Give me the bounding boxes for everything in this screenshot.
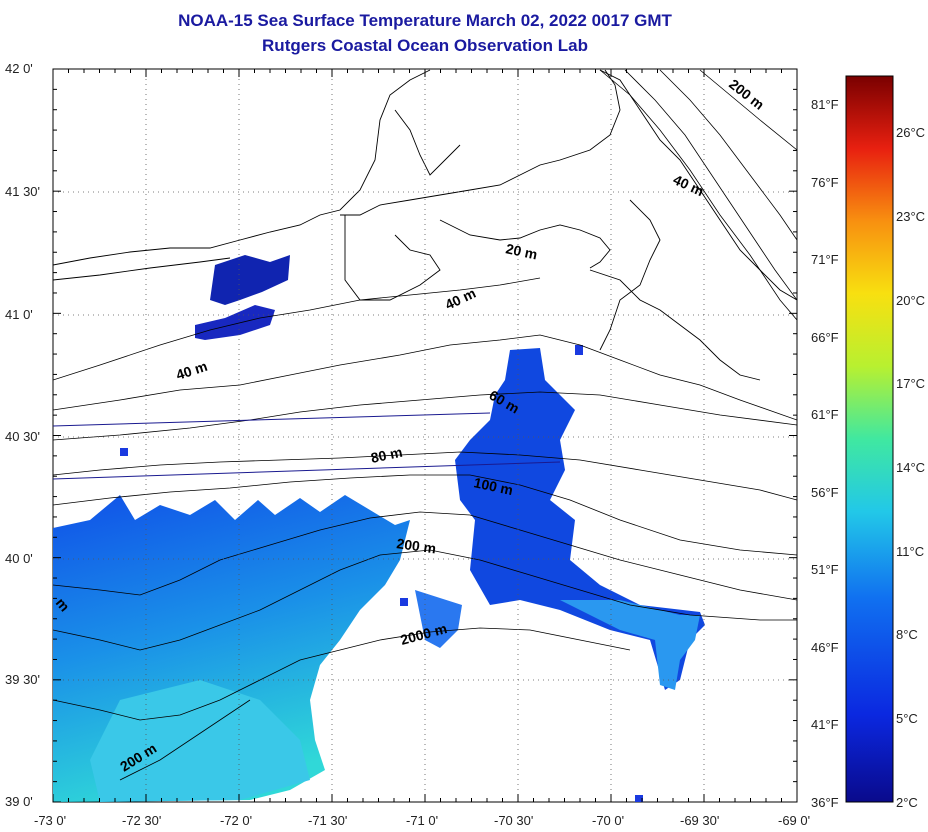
coastline	[53, 69, 797, 381]
lat-label: 41 30'	[5, 184, 41, 199]
lon-label: -72 30'	[122, 813, 162, 828]
lon-label: -71 0'	[406, 813, 439, 828]
depth-label: 200 m	[396, 535, 438, 556]
lat-label: 40 0'	[5, 551, 33, 566]
fahrenheit-label: 46°F	[811, 640, 839, 655]
celsius-label: 20°C	[896, 293, 926, 308]
sst-patch-nearshore-2	[195, 305, 275, 340]
satellite-track-lines	[53, 412, 561, 480]
sst-patch-east-tail	[560, 600, 700, 690]
lon-label: -69 30'	[680, 813, 720, 828]
lon-label: -72 0'	[220, 813, 253, 828]
sst-patch-south	[90, 680, 310, 802]
graticule	[53, 69, 797, 802]
lat-label: 41 0'	[5, 307, 33, 322]
fahrenheit-label: 41°F	[811, 717, 839, 732]
map-title: NOAA-15 Sea Surface Temperature March 02…	[178, 11, 672, 30]
lat-label: 40 30'	[5, 429, 41, 444]
sst-patch-small	[415, 590, 462, 648]
lon-label: -73 0'	[34, 813, 67, 828]
map-subtitle: Rutgers Coastal Ocean Observation Lab	[262, 36, 588, 55]
fahrenheit-label: 51°F	[811, 562, 839, 577]
lat-label: 39 30'	[5, 672, 41, 687]
sst-speck	[120, 448, 128, 456]
fahrenheit-label: 61°F	[811, 407, 839, 422]
depth-label: 20 m	[504, 240, 539, 262]
fahrenheit-label: 36°F	[811, 795, 839, 810]
celsius-label: 14°C	[896, 460, 926, 475]
colorbar	[845, 75, 894, 803]
fahrenheit-label: 56°F	[811, 485, 839, 500]
celsius-label: 5°C	[896, 711, 918, 726]
sst-speck	[400, 598, 408, 606]
sst-patch-central-east	[455, 348, 705, 690]
celsius-label: 8°C	[896, 627, 918, 642]
celsius-label: 17°C	[896, 376, 926, 391]
sst-speck	[575, 345, 583, 355]
lat-label: 39 0'	[5, 794, 33, 809]
celsius-label: 2°C	[896, 795, 918, 810]
fahrenheit-label: 66°F	[811, 330, 839, 345]
sst-data-layer	[53, 255, 705, 802]
celsius-label: 11°C	[896, 544, 925, 559]
celsius-label: 26°C	[896, 125, 926, 140]
lon-label: -70 0'	[592, 813, 625, 828]
lon-label: -71 30'	[308, 813, 348, 828]
depth-label: 80 m	[369, 444, 404, 466]
lon-label: -69 0'	[778, 813, 811, 828]
fahrenheit-label: 71°F	[811, 252, 839, 267]
bathymetry-contours	[53, 69, 797, 781]
sst-patch-nearshore-1	[210, 255, 290, 305]
sst-speck	[635, 795, 643, 802]
celsius-label: 23°C	[896, 209, 926, 224]
fahrenheit-label: 81°F	[811, 97, 839, 112]
lon-label: -70 30'	[494, 813, 534, 828]
fahrenheit-label: 76°F	[811, 175, 839, 190]
axis-ticks	[52, 68, 798, 803]
lat-label: 42 0'	[5, 61, 33, 76]
